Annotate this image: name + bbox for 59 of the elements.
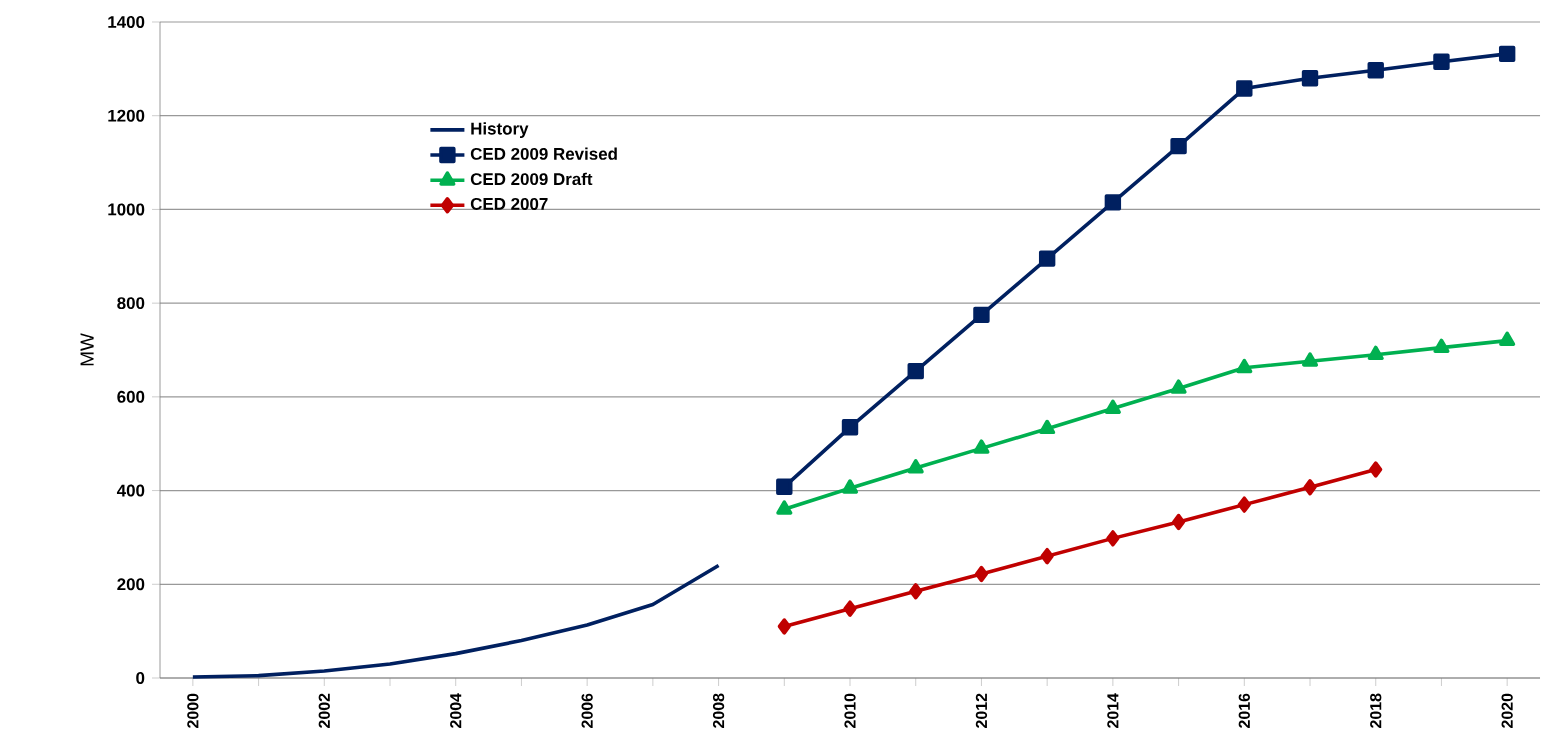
- x-tick-label: 2016: [1238, 693, 1250, 728]
- point: [1303, 479, 1317, 496]
- point: [1498, 45, 1516, 63]
- x-tick-label: 2020: [1501, 693, 1513, 728]
- x-tick-label: 2004: [450, 693, 462, 728]
- y-tick-label: 400: [116, 484, 145, 497]
- y-tick-label: 200: [117, 578, 145, 591]
- point: [1301, 70, 1319, 87]
- line-series: [191, 563, 721, 679]
- legend-label: CED 2007: [470, 197, 548, 210]
- x-tick-label: 2010: [844, 693, 856, 728]
- point: [1237, 496, 1251, 513]
- point: [776, 478, 793, 496]
- y-tick-label: 600: [117, 390, 145, 403]
- point: [1367, 345, 1384, 361]
- legend-label: CED 2009 Draft: [470, 172, 593, 186]
- point: [1171, 513, 1186, 531]
- x-tick-label: 2012: [975, 693, 988, 728]
- point: [1301, 352, 1319, 367]
- y-tick-label: 1200: [108, 109, 145, 122]
- point: [1170, 379, 1187, 394]
- point: [1104, 399, 1121, 414]
- y-tick-label: 1400: [108, 16, 145, 28]
- point: [909, 583, 923, 600]
- legend-label: History: [471, 122, 529, 138]
- x-tick-label: 2006: [581, 693, 593, 728]
- point: [777, 618, 791, 635]
- point: [1236, 358, 1253, 374]
- point: [776, 500, 793, 515]
- y-tick-label: 0: [136, 672, 145, 684]
- point: [843, 600, 857, 617]
- legend-label: CED 2009 Revised: [470, 147, 617, 160]
- x-tick-label: 2014: [1107, 693, 1119, 728]
- point: [1367, 62, 1384, 79]
- y-tick-label: 800: [117, 297, 145, 310]
- point: [907, 459, 924, 474]
- point: [1039, 419, 1056, 435]
- point: [1369, 461, 1383, 478]
- point: [841, 419, 859, 436]
- x-tick-label: 2000: [187, 693, 199, 728]
- point: [1038, 250, 1056, 267]
- point: [1433, 53, 1450, 71]
- point: [974, 565, 989, 583]
- point: [973, 306, 990, 324]
- point: [1170, 137, 1187, 155]
- point: [1433, 338, 1450, 354]
- x-tick-label: 2018: [1370, 693, 1382, 728]
- point: [1236, 80, 1253, 97]
- point: [907, 362, 924, 380]
- point: [841, 479, 859, 494]
- y-axis-title: MW: [80, 333, 94, 366]
- point: [973, 439, 990, 454]
- point: [1104, 194, 1122, 211]
- y-tick-label: 1000: [108, 203, 145, 216]
- point: [1499, 331, 1516, 347]
- point: [1106, 530, 1120, 547]
- x-tick-label: 2008: [712, 693, 725, 728]
- point: [1040, 547, 1054, 565]
- x-tick-label: 2002: [318, 693, 330, 728]
